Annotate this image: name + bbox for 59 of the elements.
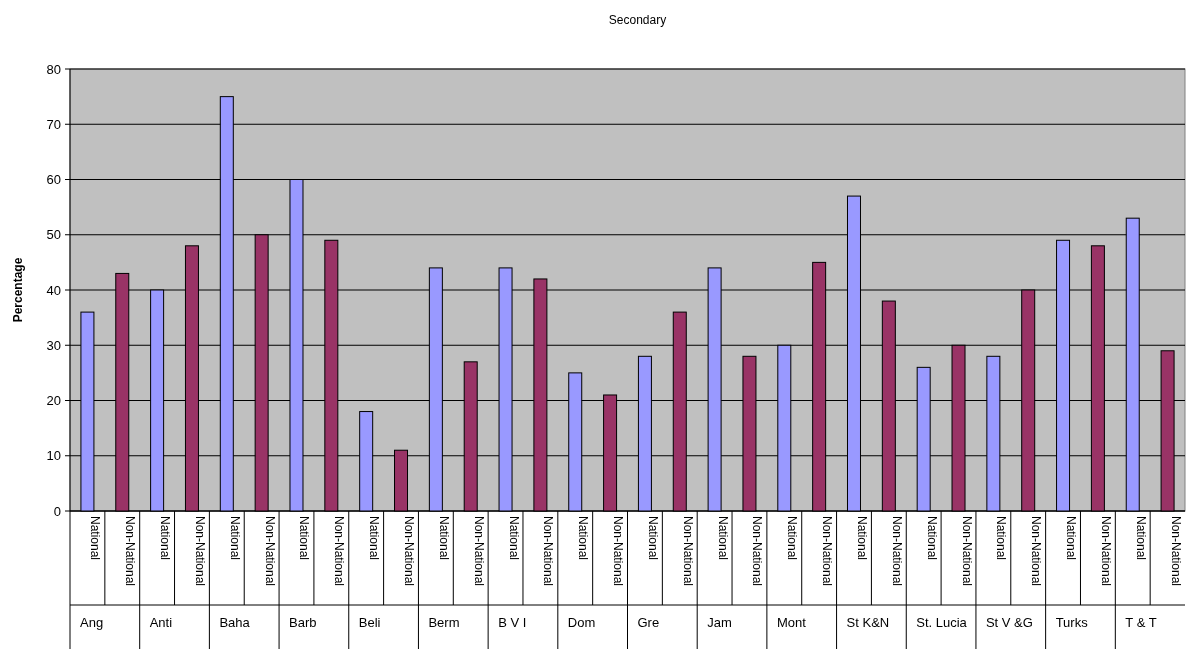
- text: Non-National: [750, 516, 765, 587]
- y-tick-label: 70: [46, 116, 61, 132]
- text: Non-National: [1098, 516, 1113, 587]
- text: Non-National: [471, 516, 486, 587]
- x-tick-label: T & T: [1125, 615, 1157, 630]
- text: National: [88, 516, 103, 561]
- x-tick-label: Dom: [567, 615, 596, 630]
- text: Non-National: [820, 516, 835, 587]
- x-tick-label: St. Lucia: [916, 615, 968, 630]
- x-tick-label: B V I: [498, 615, 527, 630]
- text: National: [785, 516, 800, 561]
- text: Non-National: [959, 516, 974, 587]
- x-tick-label: Gre: [637, 615, 660, 630]
- text: Non-National: [889, 516, 904, 587]
- x-tick-label: Jam: [707, 615, 732, 630]
- y-tick-label: 0: [53, 503, 61, 519]
- text: Non-National: [402, 516, 417, 587]
- x-tick-label: Beli: [358, 615, 381, 630]
- text: National: [367, 516, 382, 561]
- text: National: [645, 516, 660, 561]
- y-tick-label: 80: [46, 61, 61, 77]
- text: National: [158, 516, 173, 561]
- text: National: [576, 516, 591, 561]
- x-tick-label: Ang: [80, 615, 104, 630]
- x-tick-label: Baha: [219, 615, 251, 630]
- text: National: [1133, 516, 1148, 561]
- chart-title: Secondary: [608, 13, 667, 27]
- text: Non-National: [192, 516, 207, 587]
- y-axis-title: Percentage: [11, 257, 25, 323]
- text: Non-National: [1029, 516, 1044, 587]
- text: National: [924, 516, 939, 561]
- x-tick-label: Mont: [776, 615, 807, 630]
- y-tick-label: 60: [46, 172, 61, 188]
- y-tick-label: 40: [46, 282, 61, 298]
- x-tick-label: St V &G: [985, 615, 1033, 630]
- x-tick-label: Anti: [149, 615, 173, 630]
- text: Non-National: [262, 516, 277, 587]
- x-tick-label: Turks: [1055, 615, 1089, 630]
- text: National: [715, 516, 730, 561]
- x-tick-label: Berm: [428, 615, 460, 630]
- y-tick-label: 20: [46, 393, 61, 409]
- text: Non-National: [611, 516, 626, 587]
- text: Non-National: [332, 516, 347, 587]
- text: Non-National: [541, 516, 556, 587]
- text: National: [297, 516, 312, 561]
- text: National: [506, 516, 521, 561]
- text: National: [994, 516, 1009, 561]
- text: National: [854, 516, 869, 561]
- text: National: [1064, 516, 1079, 561]
- text: Non-National: [123, 516, 138, 587]
- y-tick-label: 50: [46, 227, 61, 243]
- y-tick-label: 30: [46, 337, 61, 353]
- text: National: [227, 516, 242, 561]
- text: Non-National: [680, 516, 695, 587]
- y-tick-label: 10: [46, 448, 61, 464]
- text: Non-National: [1168, 516, 1183, 587]
- x-tick-label: Barb: [289, 615, 317, 630]
- x-tick-label: St K&N: [846, 615, 890, 630]
- text: National: [436, 516, 451, 561]
